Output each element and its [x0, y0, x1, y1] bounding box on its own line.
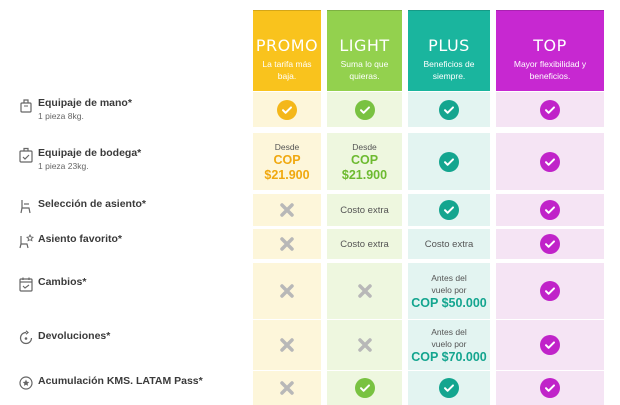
plan-description: Suma lo que quieras.: [340, 59, 389, 81]
favorite-seat-icon: [19, 233, 34, 249]
plan-name: LIGHT: [339, 36, 390, 55]
feature-label: Acumulación KMS. LATAM Pass*: [38, 375, 203, 387]
cross-icon: [357, 338, 372, 352]
plan-header-light[interactable]: LIGHT Suma lo que quieras.: [327, 10, 402, 91]
feature-label: Equipaje de mano*: [38, 97, 132, 109]
feature-label: Equipaje de bodega*: [38, 147, 142, 159]
cell-price: Desde COP $21.900: [253, 133, 321, 190]
plan-header-top[interactable]: TOP Mayor flexibilidad y beneficios.: [496, 10, 604, 91]
cell-check: [408, 194, 490, 226]
hand-luggage-icon: [20, 99, 32, 113]
extra-cost-text: Costo extra: [340, 204, 389, 216]
plan-header-promo[interactable]: PROMO La tarifa más baja.: [253, 10, 321, 91]
cross-icon: [280, 284, 294, 298]
feature-label: Devoluciones*: [38, 330, 111, 342]
check-icon: [439, 151, 459, 172]
latam-pass-icon: [19, 376, 33, 390]
check-icon: [439, 200, 459, 220]
feature-sublabel: 1 pieza 8kg.: [38, 111, 84, 121]
plan-column-top: TOP Mayor flexibilidad y beneficios.: [496, 0, 604, 405]
plan-description: La tarifa más baja.: [262, 59, 312, 81]
cell-check: [496, 229, 604, 259]
price-currency: COP: [350, 152, 379, 167]
check-icon: [540, 378, 560, 398]
cross-icon: [280, 203, 294, 217]
cell-check: [496, 320, 604, 370]
cell-check: [327, 371, 402, 405]
plan-description: Beneficios de siempre.: [423, 59, 475, 81]
price-amount: $21.900: [264, 167, 310, 182]
plan-description: Mayor flexibilidad y beneficios.: [513, 59, 587, 81]
fee-line2: vuelo por: [431, 338, 467, 349]
cell-change-fee: Antes del vuelo por COP $50.000: [408, 263, 490, 319]
feature-label: Selección de asiento*: [38, 198, 146, 210]
plan-header-plus[interactable]: PLUS Beneficios de siempre.: [408, 10, 490, 91]
cell-extra-cost: Costo extra: [327, 194, 402, 226]
checked-luggage-icon: [19, 147, 33, 163]
fee-line2: vuelo por: [431, 284, 467, 295]
cell-cross: [253, 371, 321, 405]
cell-cross: [253, 320, 321, 370]
cell-check: [496, 263, 604, 319]
cell-extra-cost: Costo extra: [408, 229, 490, 259]
plan-column-plus: PLUS Beneficios de siempre. Costo extra A…: [408, 0, 490, 405]
plan-column-promo: PROMO La tarifa más baja. Desde COP $21.9…: [253, 0, 321, 405]
cell-cross: [253, 263, 321, 319]
check-icon: [354, 378, 375, 398]
cross-icon: [357, 284, 372, 298]
check-icon: [540, 99, 560, 120]
cell-extra-cost: Costo extra: [327, 229, 402, 259]
refund-icon: [19, 330, 33, 345]
cell-check: [496, 371, 604, 405]
cell-check: [408, 133, 490, 190]
check-icon: [439, 99, 459, 120]
cell-refund-fee: Antes del vuelo por COP $70.000: [408, 320, 490, 370]
plan-name: PLUS: [428, 36, 470, 55]
check-icon: [540, 151, 560, 172]
fee-line1: Antes del: [431, 326, 467, 337]
price-prefix: Desde: [274, 141, 300, 152]
fee-line1: Antes del: [431, 272, 467, 283]
cross-icon: [280, 381, 294, 395]
feature-label: Asiento favorito*: [38, 233, 123, 245]
plan-column-light: LIGHT Suma lo que quieras. Desde COP $21.…: [327, 0, 402, 405]
calendar-icon: [19, 277, 33, 292]
feature-sublabel: 1 pieza 23kg.: [38, 161, 89, 171]
price-currency: COP: [273, 152, 301, 167]
plan-name: TOP: [533, 36, 567, 55]
price-amount: $21.900: [341, 167, 388, 182]
cell-check: [496, 92, 604, 127]
check-icon: [540, 200, 560, 220]
cross-icon: [280, 237, 294, 251]
seat-icon: [20, 200, 31, 214]
check-icon: [354, 99, 375, 120]
cell-cross: [253, 229, 321, 259]
cell-price: Desde COP $21.900: [327, 133, 402, 190]
cell-check: [327, 92, 402, 127]
cell-check: [408, 92, 490, 127]
feature-label: Cambios*: [38, 276, 87, 288]
check-icon: [277, 99, 297, 120]
check-icon: [540, 335, 560, 355]
cell-check: [496, 133, 604, 190]
cell-cross: [327, 263, 402, 319]
cell-check: [253, 92, 321, 127]
cell-cross: [253, 194, 321, 226]
price-prefix: Desde: [352, 141, 377, 152]
fee-price: COP $50.000: [411, 295, 487, 310]
check-icon: [439, 378, 459, 398]
cell-cross: [327, 320, 402, 370]
cross-icon: [280, 338, 294, 352]
extra-cost-text: Costo extra: [424, 238, 474, 250]
cell-check: [496, 194, 604, 226]
plan-name: PROMO: [255, 36, 319, 55]
cell-check: [408, 371, 490, 405]
fee-price: COP $70.000: [411, 349, 487, 364]
check-icon: [540, 281, 560, 301]
extra-cost-text: Costo extra: [340, 238, 389, 250]
check-icon: [540, 234, 560, 254]
